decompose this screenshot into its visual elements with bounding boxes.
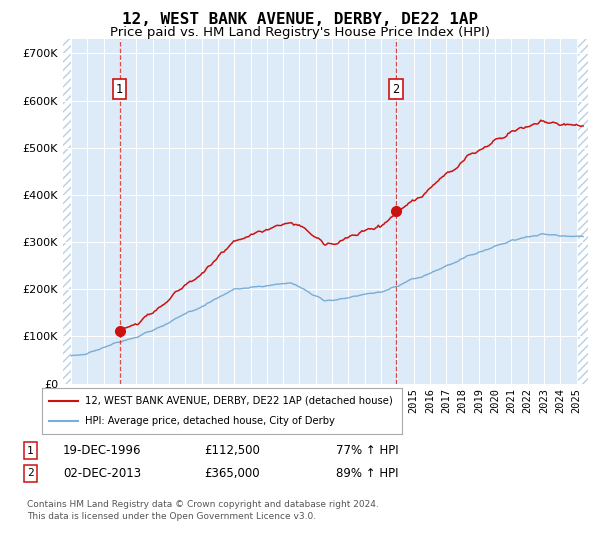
Text: 12, WEST BANK AVENUE, DERBY, DE22 1AP: 12, WEST BANK AVENUE, DERBY, DE22 1AP xyxy=(122,12,478,27)
Text: £365,000: £365,000 xyxy=(204,466,260,480)
Text: HPI: Average price, detached house, City of Derby: HPI: Average price, detached house, City… xyxy=(85,416,335,426)
Text: 1: 1 xyxy=(116,83,123,96)
Text: Contains HM Land Registry data © Crown copyright and database right 2024.
This d: Contains HM Land Registry data © Crown c… xyxy=(27,500,379,521)
Text: 89% ↑ HPI: 89% ↑ HPI xyxy=(336,466,398,480)
Text: 2: 2 xyxy=(392,83,400,96)
Text: 77% ↑ HPI: 77% ↑ HPI xyxy=(336,444,398,458)
Text: Price paid vs. HM Land Registry's House Price Index (HPI): Price paid vs. HM Land Registry's House … xyxy=(110,26,490,39)
Text: 19-DEC-1996: 19-DEC-1996 xyxy=(63,444,142,458)
Text: £112,500: £112,500 xyxy=(204,444,260,458)
Text: 1: 1 xyxy=(27,446,34,456)
Text: 12, WEST BANK AVENUE, DERBY, DE22 1AP (detached house): 12, WEST BANK AVENUE, DERBY, DE22 1AP (d… xyxy=(85,396,393,406)
Text: 2: 2 xyxy=(27,468,34,478)
Text: 02-DEC-2013: 02-DEC-2013 xyxy=(63,466,141,480)
